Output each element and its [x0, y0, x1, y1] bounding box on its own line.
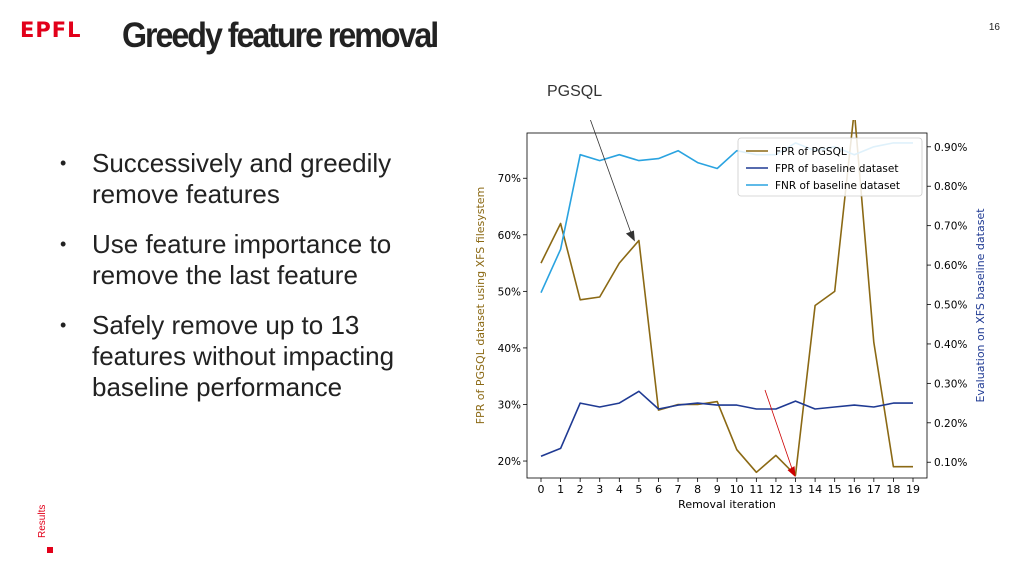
bullet-dot-icon: • — [60, 234, 67, 254]
y-right-tick-label: 0.10% — [934, 457, 967, 469]
x-tick-label: 11 — [749, 483, 763, 496]
y-left-tick-label: 40% — [498, 343, 521, 355]
legend-entry: FNR of baseline dataset — [775, 180, 900, 192]
x-tick-label: 19 — [906, 483, 920, 496]
x-tick-label: 3 — [596, 483, 603, 496]
legend-entry: FPR of PGSQL — [775, 146, 847, 158]
y-right-tick-label: 0.30% — [934, 378, 967, 390]
bullet-text: Use feature importance to remove the las… — [92, 229, 392, 290]
x-tick-label: 6 — [655, 483, 662, 496]
plot-frame — [526, 132, 928, 479]
section-marker — [47, 547, 53, 553]
y-left-tick-label: 60% — [498, 230, 521, 242]
x-tick-label: 12 — [769, 483, 783, 496]
y-right-axis-label: Evaluation on XFS baseline dataset — [974, 208, 987, 403]
pgsql-arrowhead-icon — [625, 230, 635, 242]
y-left-tick-label: 50% — [498, 286, 521, 298]
x-axis-label: Removal iteration — [678, 498, 776, 511]
x-tick-label: 9 — [714, 483, 721, 496]
y-right-tick-label: 0.70% — [934, 221, 967, 233]
page-number: 16 — [988, 22, 1000, 33]
pgsql-annotation-label: PGSQL — [547, 83, 603, 100]
x-tick-label: 18 — [886, 483, 900, 496]
y-right-tick-label: 0.90% — [934, 142, 967, 154]
red-arrowhead-icon — [787, 466, 796, 478]
x-tick-label: 2 — [577, 483, 584, 496]
x-tick-label: 7 — [675, 483, 682, 496]
legend-box — [737, 137, 923, 197]
y-left-axis-label: FPR of PGSQL dataset using XFS filesyste… — [474, 187, 487, 425]
bullet-dot-icon: • — [60, 315, 67, 335]
x-tick-label: 17 — [867, 483, 881, 496]
bullet-dot-icon: • — [60, 153, 67, 173]
epfl-logo: EPFL — [20, 18, 82, 42]
x-tick-label: 16 — [847, 483, 861, 496]
bullet-list: • Successively and greedily remove featu… — [56, 148, 446, 422]
bullet-text: Successively and greedily remove feature… — [92, 148, 392, 209]
bullet-item: • Safely remove up to 13 features withou… — [56, 310, 446, 403]
x-tick-label: 8 — [694, 483, 701, 496]
section-label: Results — [37, 504, 48, 538]
y-right-tick-label: 0.60% — [934, 260, 967, 272]
y-left-tick-label: 30% — [498, 399, 521, 411]
page-title: Greedy feature removal — [122, 16, 439, 55]
x-tick-label: 13 — [789, 483, 803, 496]
y-right-tick-label: 0.40% — [934, 339, 967, 351]
y-right-tick-label: 0.50% — [934, 300, 967, 312]
pgsql-annotation-arrow — [590, 120, 633, 236]
red-annotation-arrow — [764, 389, 794, 474]
fpr-baseline-line — [540, 390, 913, 458]
x-tick-label: 5 — [635, 483, 642, 496]
y-left-tick-label: 20% — [498, 456, 521, 468]
x-tick-label: 15 — [828, 483, 842, 496]
bullet-text: Safely remove up to 13 features without … — [92, 310, 395, 402]
y-right-tick-label: 0.80% — [934, 181, 967, 193]
y-right-tick-label: 0.20% — [934, 418, 967, 430]
x-tick-label: 4 — [616, 483, 623, 496]
bullet-item: • Use feature importance to remove the l… — [56, 229, 446, 291]
bullet-item: • Successively and greedily remove featu… — [56, 148, 446, 210]
x-tick-label: 0 — [538, 483, 545, 496]
legend-entry: FPR of baseline dataset — [775, 163, 898, 175]
y-left-tick-label: 70% — [498, 173, 521, 185]
x-tick-label: 10 — [730, 483, 744, 496]
x-tick-label: 14 — [808, 483, 822, 496]
x-tick-label: 1 — [557, 483, 564, 496]
